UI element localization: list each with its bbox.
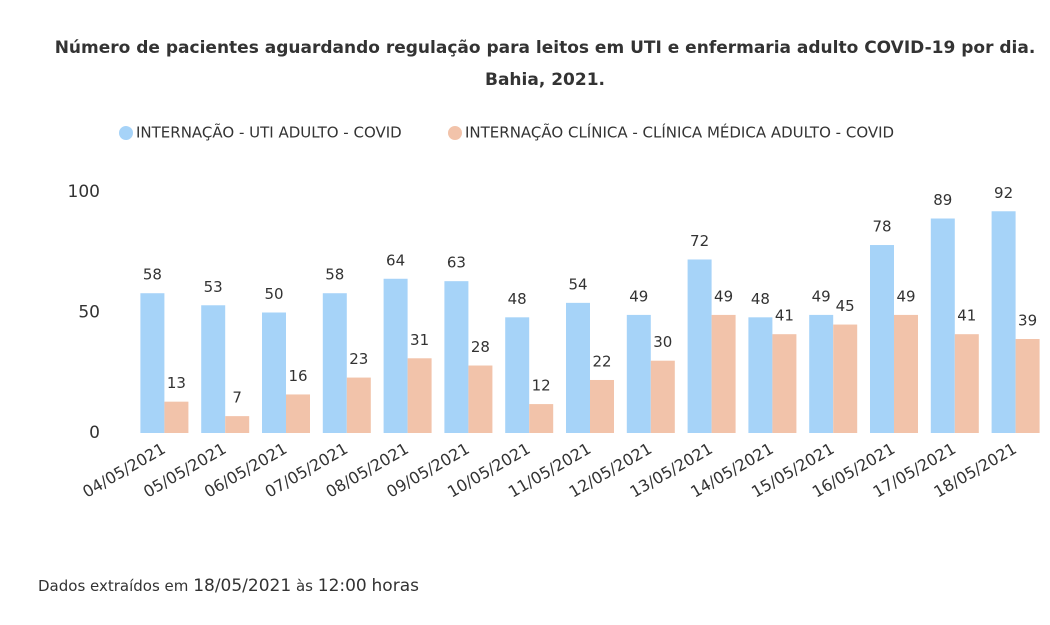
- y-tick-label: 0: [89, 423, 100, 443]
- chart-title: Bahia, 2021.: [485, 70, 605, 90]
- bar: [346, 377, 371, 433]
- value-label: 49: [714, 287, 733, 305]
- value-label: 41: [775, 307, 794, 325]
- bar: [650, 360, 675, 433]
- value-label: 39: [1018, 312, 1037, 330]
- value-label: 49: [629, 287, 648, 305]
- bar: [809, 314, 834, 433]
- bar: [225, 416, 250, 433]
- value-label: 23: [349, 350, 368, 368]
- bar: [833, 324, 858, 433]
- footer-text: Dados extraídos em: [38, 577, 189, 595]
- bar: [164, 401, 189, 433]
- bar: [444, 281, 469, 433]
- bar: [1015, 339, 1040, 433]
- value-label: 7: [232, 389, 242, 407]
- value-label: 50: [264, 285, 283, 303]
- value-label: 41: [957, 307, 976, 325]
- value-label: 22: [592, 352, 611, 370]
- footer-date: 18/05/2021: [193, 576, 292, 596]
- bar: [201, 305, 226, 433]
- y-tick-label: 100: [68, 182, 100, 202]
- footer: Dados extraídos em 18/05/2021 às 12:00 h…: [38, 576, 419, 596]
- bar: [590, 379, 614, 433]
- legend-label: INTERNAÇÃO - UTI ADULTO - COVID: [136, 123, 402, 142]
- bar: [954, 334, 979, 433]
- value-label: 58: [325, 266, 344, 284]
- footer-text: horas: [371, 576, 419, 596]
- value-label: 64: [386, 251, 405, 269]
- bar: [468, 365, 493, 433]
- bar: [407, 358, 432, 433]
- bar: [991, 211, 1016, 433]
- value-label: 92: [994, 184, 1013, 202]
- value-label: 63: [447, 254, 466, 272]
- value-label: 45: [836, 297, 855, 315]
- value-label: 53: [204, 278, 223, 296]
- bar: [894, 314, 918, 433]
- y-tick-label: 50: [78, 303, 100, 323]
- footer-time: 12:00: [317, 576, 367, 596]
- bar: [626, 314, 651, 433]
- value-label: 28: [471, 338, 490, 356]
- value-label: 12: [532, 377, 551, 395]
- bar: [322, 293, 347, 433]
- value-label: 78: [872, 218, 891, 236]
- legend-label: INTERNAÇÃO CLÍNICA - CLÍNICA MÉDICA ADUL…: [465, 123, 894, 142]
- value-label: 16: [288, 367, 307, 385]
- value-label: 72: [690, 232, 709, 250]
- value-label: 89: [933, 191, 952, 209]
- bar: [930, 218, 955, 433]
- legend-swatch: [119, 126, 133, 140]
- bar: [262, 312, 286, 433]
- bar: [140, 293, 165, 433]
- value-label: 13: [167, 374, 186, 392]
- bar: [383, 278, 408, 433]
- bar: [505, 317, 530, 433]
- footer-text: às: [295, 577, 313, 595]
- legend-swatch: [448, 126, 462, 140]
- bar: [687, 259, 712, 433]
- bar: [529, 404, 554, 433]
- value-label: 31: [410, 331, 429, 349]
- value-label: 58: [143, 266, 162, 284]
- bar: [772, 334, 797, 433]
- value-label: 48: [751, 290, 770, 308]
- value-label: 54: [568, 275, 587, 293]
- value-label: 49: [896, 287, 915, 305]
- bar: [286, 394, 310, 433]
- bar: [748, 317, 773, 433]
- bar: [566, 302, 590, 433]
- bar: [711, 314, 736, 433]
- value-label: 48: [508, 290, 527, 308]
- bar: [870, 245, 894, 433]
- chart-title: Número de pacientes aguardando regulação…: [55, 38, 1036, 58]
- value-label: 30: [653, 333, 672, 351]
- value-label: 49: [812, 287, 831, 305]
